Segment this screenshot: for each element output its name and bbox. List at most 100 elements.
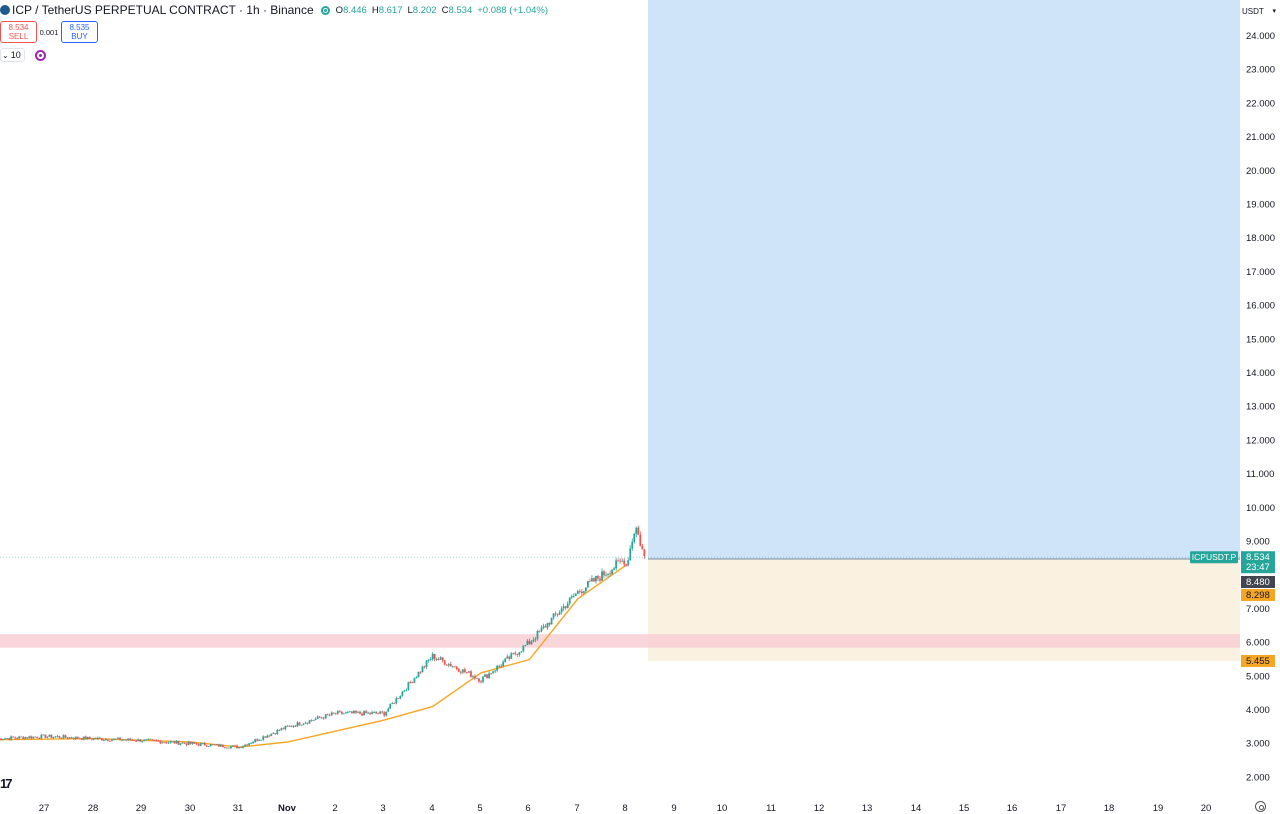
candle-body [328, 714, 331, 716]
price-axis: 24.000 23.000 22.000 21.000 20.000 19.000 18.0… [1246, 31, 1275, 783]
indicator-toggle[interactable]: ⌄ 10 [0, 48, 25, 62]
candle-body [260, 739, 263, 741]
candle-body [419, 671, 422, 673]
candle-body [484, 674, 486, 677]
candle-body [593, 578, 595, 582]
moving-average-line[interactable] [0, 564, 627, 748]
candle-body [16, 738, 19, 739]
candle-body [365, 711, 367, 714]
y-tick-label: 4.000 [1246, 705, 1270, 716]
x-tick-label: 11 [766, 803, 776, 814]
gear-icon[interactable] [1255, 801, 1266, 812]
x-tick-label: 18 [1104, 803, 1115, 814]
candle-body [18, 736, 21, 739]
x-tick-label: 10 [717, 803, 728, 814]
candle-body [28, 736, 31, 739]
candle-body [470, 671, 472, 678]
candle-body [459, 671, 462, 673]
candle-body [189, 741, 192, 744]
candle-body [336, 711, 339, 714]
candle-body [449, 664, 452, 667]
candle-body [318, 716, 321, 718]
candle-body [292, 725, 295, 727]
sell-label: SELL [8, 32, 29, 41]
candle-body [538, 630, 541, 632]
candle-body [262, 736, 265, 740]
candle-body [226, 747, 228, 749]
candle-body [246, 744, 248, 746]
candle-body [84, 736, 87, 740]
candle-body [195, 743, 198, 745]
x-tick-label: 15 [959, 803, 970, 814]
target-zone[interactable] [648, 0, 1240, 560]
candle-body [280, 728, 283, 731]
candle-body [514, 652, 517, 655]
candle-body [74, 736, 77, 739]
candle-body [306, 722, 309, 724]
tradingview-logo-icon[interactable]: 17 [0, 776, 13, 791]
candle-body [425, 660, 428, 667]
indicator-row: ⌄ 10 [0, 48, 46, 62]
candle-body [635, 527, 638, 534]
candle-body [286, 725, 289, 727]
icp-logo-icon [0, 5, 10, 15]
candle-body [254, 739, 257, 742]
candle-body [476, 678, 478, 680]
candle-body [423, 666, 426, 668]
ma-price-text: 8.298 [1246, 590, 1270, 601]
candle-body [463, 669, 466, 673]
candle-body [387, 708, 390, 712]
y-tick-label: 2.000 [1246, 772, 1270, 783]
sell-button[interactable]: 8.534 SELL [0, 21, 37, 43]
candle-body [94, 738, 97, 740]
candle-body [344, 712, 347, 714]
y-tick-label: 11.000 [1246, 469, 1274, 480]
candle-body [347, 712, 349, 713]
candle-body [290, 725, 293, 727]
candle-body [179, 743, 182, 745]
y-tick-label: 22.000 [1246, 98, 1275, 109]
candle-body [193, 742, 196, 744]
candle-body [135, 740, 138, 742]
candle-body [522, 645, 525, 652]
candle-body [439, 657, 442, 660]
chart-header: ICP / TetherUS PERPETUAL CONTRACT · 1h ·… [0, 3, 548, 17]
resistance-band[interactable] [0, 634, 1240, 648]
candle-body [643, 549, 646, 557]
spread-value: 0.001 [39, 27, 59, 37]
candle-body [359, 711, 361, 714]
x-tick-label: 3 [380, 803, 385, 814]
x-tick-label: 31 [233, 803, 244, 814]
moving-average-layer [0, 564, 627, 748]
buy-label: BUY [71, 32, 88, 41]
low-value: 8.202 [412, 4, 437, 16]
candle-body [117, 737, 119, 739]
candle-body [455, 666, 458, 669]
candle-body [203, 743, 206, 746]
indicator-length: 10 [10, 50, 21, 60]
candle-body [308, 720, 311, 724]
candle-body [379, 711, 382, 714]
y-tick-label: 20.000 [1246, 166, 1275, 177]
currency-select[interactable]: USDT ▾ [1242, 4, 1276, 18]
candle-body [363, 711, 365, 716]
candle-body [568, 597, 571, 604]
y-tick-label: 12.000 [1246, 435, 1275, 446]
candle-body [560, 608, 563, 613]
candle-body [447, 664, 450, 666]
y-tick-label: 18.000 [1246, 233, 1275, 244]
candle-body [252, 741, 255, 744]
candle-body [550, 617, 553, 625]
buy-button[interactable]: 8.535 BUY [61, 21, 98, 43]
candle-body [96, 737, 99, 740]
candle-body [86, 736, 89, 740]
candle-body [163, 742, 166, 744]
ma-price-tag [1241, 589, 1275, 601]
candle-body [453, 666, 456, 668]
sync-icon[interactable] [34, 49, 46, 61]
candle-body [183, 742, 186, 744]
candle-body [153, 739, 156, 741]
candle-body [441, 657, 444, 661]
symbol-title[interactable]: ICP / TetherUS PERPETUAL CONTRACT · 1h ·… [12, 3, 314, 17]
